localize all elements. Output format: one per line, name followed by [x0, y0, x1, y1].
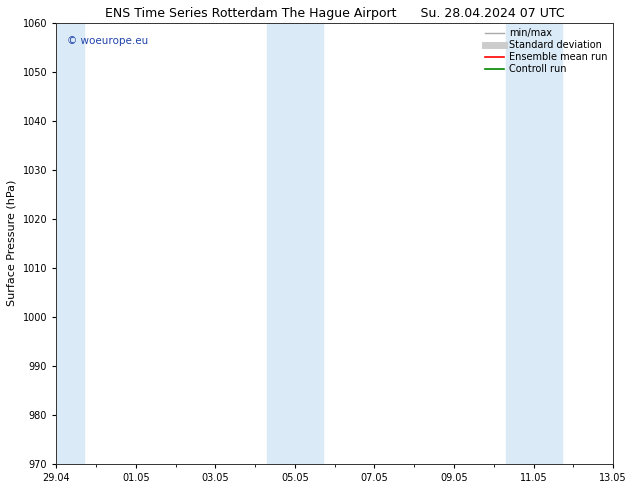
Text: © woeurope.eu: © woeurope.eu: [67, 36, 148, 46]
Bar: [56, 23, 84, 464]
Legend: min/max, Standard deviation, Ensemble mean run, Controll run: min/max, Standard deviation, Ensemble me…: [481, 24, 611, 78]
Bar: [267, 23, 323, 464]
Bar: [506, 23, 562, 464]
Title: ENS Time Series Rotterdam The Hague Airport      Su. 28.04.2024 07 UTC: ENS Time Series Rotterdam The Hague Airp…: [105, 7, 564, 20]
Y-axis label: Surface Pressure (hPa): Surface Pressure (hPa): [7, 180, 17, 306]
